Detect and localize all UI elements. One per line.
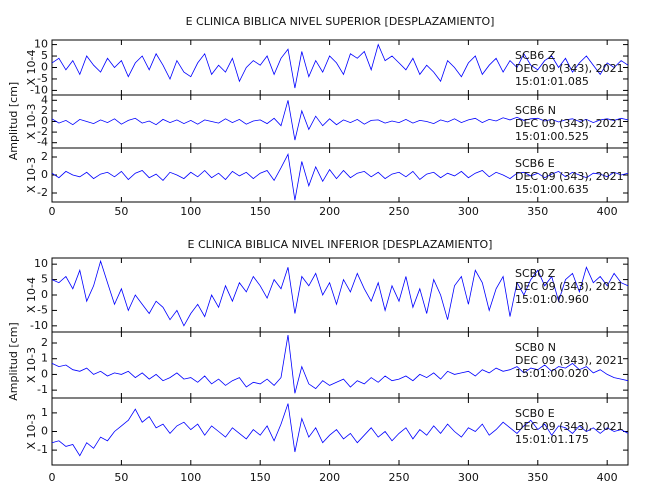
x-tick-label: 150 [250, 205, 271, 218]
trace-annotation: SCB0 N [515, 341, 556, 354]
trace [51, 43, 629, 89]
scale-label: X 10-3 [25, 104, 38, 140]
y-tick-label: 10 [34, 38, 48, 51]
y-tick-label: 0 [41, 168, 48, 181]
x-tick-label: 250 [388, 471, 409, 484]
trace [51, 403, 629, 457]
y-tick-label: -1 [37, 383, 48, 396]
trace-annotation: DEC 09 (343), 2021 [515, 420, 624, 433]
x-tick-label: 0 [49, 471, 56, 484]
x-tick-label: 200 [319, 205, 340, 218]
trace-annotation: 15:01:00.525 [515, 130, 589, 143]
trace [51, 153, 629, 201]
y-tick-label: -2 [37, 125, 48, 138]
y-tick-label: 5 [41, 273, 48, 286]
y-axis-label: Amplitud [cm] [7, 82, 20, 160]
trace-annotation: SCB6 N [515, 104, 556, 117]
x-tick-label: 400 [597, 205, 618, 218]
x-tick-label: 50 [114, 471, 128, 484]
y-tick-label: -4 [37, 136, 48, 149]
y-tick-label: 0 [41, 425, 48, 438]
chart-title: E CLINICA BIBLICA NIVEL SUPERIOR [DESPLA… [186, 15, 495, 28]
trace-annotation: 15:01:00.635 [515, 183, 589, 196]
y-tick-label: -2 [37, 186, 48, 199]
y-tick-label: -5 [37, 72, 48, 85]
x-tick-label: 300 [458, 471, 479, 484]
trace-annotation: 15:01:01.175 [515, 433, 589, 446]
y-tick-label: 1 [41, 352, 48, 365]
trace-annotation: DEC 09 (343), 2021 [515, 62, 624, 75]
y-tick-label: 1 [41, 406, 48, 419]
x-tick-label: 400 [597, 471, 618, 484]
y-tick-label: -10 [30, 83, 48, 96]
y-tick-label: 2 [41, 104, 48, 117]
scale-label: X 10-4 [25, 277, 38, 313]
trace-annotation: SCB0 Z [515, 267, 556, 280]
trace-annotation: 15:01:00.020 [515, 367, 589, 380]
x-tick-label: 350 [527, 205, 548, 218]
trace [51, 100, 629, 141]
x-tick-label: 350 [527, 471, 548, 484]
y-tick-label: 0 [41, 288, 48, 301]
scale-label: X 10-3 [25, 414, 38, 450]
y-tick-label: 4 [41, 93, 48, 106]
trace-annotation: DEC 09 (343), 2021 [515, 117, 624, 130]
trace [51, 335, 629, 394]
x-tick-label: 150 [250, 471, 271, 484]
y-tick-label: 2 [41, 150, 48, 163]
y-tick-label: -5 [37, 303, 48, 316]
trace-annotation: 15:01:00.960 [515, 293, 589, 306]
trace-annotation: SCB6 Z [515, 49, 556, 62]
y-tick-label: -10 [30, 319, 48, 332]
scale-label: X 10-3 [25, 347, 38, 383]
y-tick-label: 0 [41, 115, 48, 128]
y-tick-label: 0 [41, 367, 48, 380]
y-tick-label: -1 [37, 443, 48, 456]
x-tick-label: 200 [319, 471, 340, 484]
x-tick-label: 50 [114, 205, 128, 218]
x-tick-label: 100 [180, 205, 201, 218]
y-tick-label: 0 [41, 61, 48, 74]
trace-annotation: DEC 09 (343), 2021 [515, 354, 624, 367]
x-tick-label: 100 [180, 471, 201, 484]
y-tick-label: 2 [41, 336, 48, 349]
trace-annotation: SCB6 E [515, 157, 555, 170]
scale-label: X 10-3 [25, 157, 38, 193]
x-tick-label: 250 [388, 205, 409, 218]
trace-annotation: DEC 09 (343), 2021 [515, 280, 624, 293]
y-tick-label: 10 [34, 257, 48, 270]
y-tick-label: 5 [41, 49, 48, 62]
scale-label: X 10-4 [25, 50, 38, 86]
trace-annotation: DEC 09 (343), 2021 [515, 170, 624, 183]
chart-title: E CLINICA BIBLICA NIVEL INFERIOR [DESPLA… [188, 238, 493, 251]
trace-annotation: 15:01:01.085 [515, 75, 589, 88]
trace [51, 259, 629, 327]
x-tick-label: 300 [458, 205, 479, 218]
trace-annotation: SCB0 E [515, 407, 555, 420]
y-axis-label: Amplitud [cm] [7, 322, 20, 400]
x-tick-label: 0 [49, 205, 56, 218]
